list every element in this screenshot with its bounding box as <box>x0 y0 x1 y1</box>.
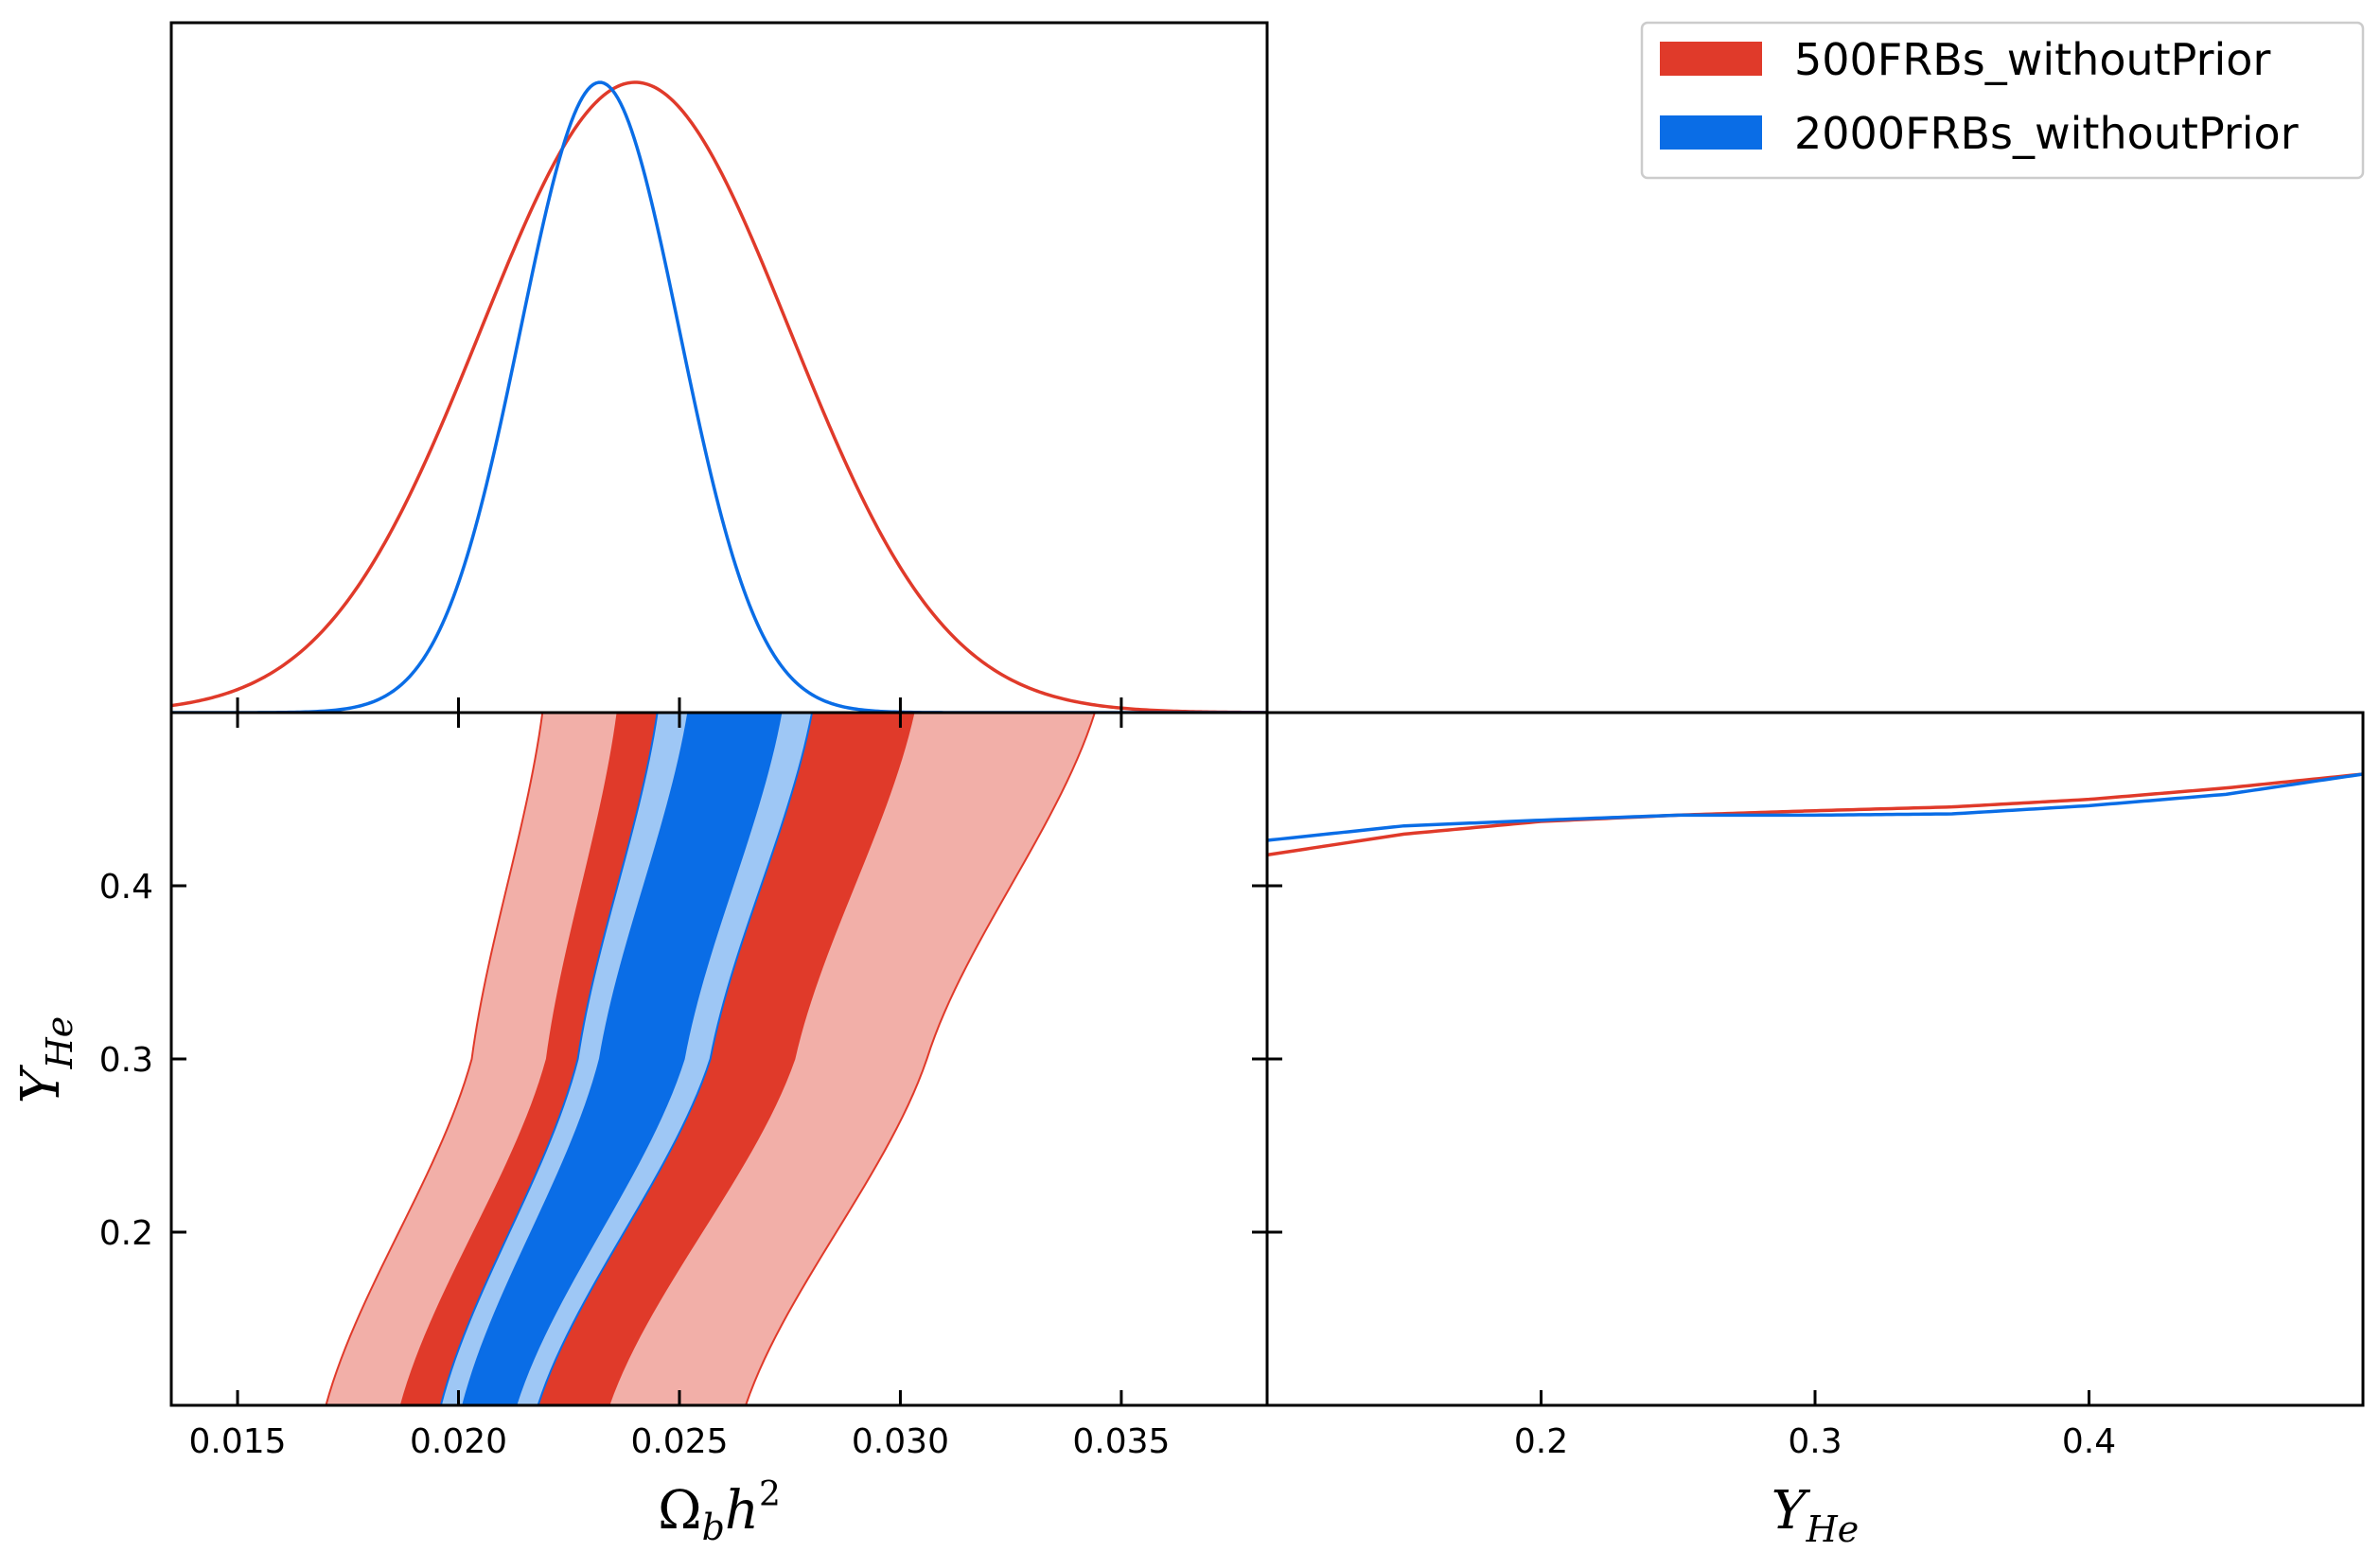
marginal-omega-500frb-curve <box>171 80 1267 713</box>
yhe-left-axis-label: YHe <box>10 1016 80 1104</box>
legend-swatch-2000frb <box>1660 115 1762 150</box>
omega-axis-ticks <box>236 713 1123 1405</box>
omega-tick-label: 0.025 <box>630 1422 728 1461</box>
yhe-bottom-axis-label: YHe <box>1772 1480 1860 1550</box>
yhe-left-axis-ticks <box>171 884 1282 1234</box>
marginal-yhe-panel <box>1265 711 2365 1407</box>
legend: 500FRBs_withoutPrior 2000FRBs_withoutPri… <box>1640 21 2365 180</box>
marginal-yhe-2000frb-curve <box>1267 772 2363 842</box>
marginal-omega-panel <box>169 21 1269 714</box>
omega-tick-labels: 0.015 0.020 0.025 0.030 0.035 <box>189 1422 1171 1461</box>
omega-tick-label: 0.035 <box>1072 1422 1170 1461</box>
yhe-left-tick-label: 0.2 <box>99 1214 153 1253</box>
marginal-omega-frame <box>169 21 1269 714</box>
marginal-omega-2000frb-curve <box>171 80 1267 713</box>
omega-tick-label: 0.015 <box>189 1422 287 1461</box>
contour-2000frb-68-band <box>462 713 783 1405</box>
contour-panel <box>169 711 1269 1407</box>
yhe-left-tick-labels: 0.2 0.3 0.4 <box>99 868 153 1253</box>
yhe-left-tick-label: 0.3 <box>99 1041 153 1080</box>
marginal-yhe-500frb-curve <box>1267 772 2363 857</box>
yhe-bottom-tick-label: 0.3 <box>1788 1422 1842 1461</box>
omega-tick-label: 0.030 <box>852 1422 949 1461</box>
yhe-left-tick-label: 0.4 <box>99 868 153 907</box>
yhe-bottom-axis-ticks <box>1540 1390 2090 1405</box>
marginal-omega-ticks <box>236 697 1123 713</box>
omega-axis-label: Ωbh2 <box>658 1475 781 1548</box>
yhe-bottom-tick-label: 0.2 <box>1514 1422 1568 1461</box>
legend-box <box>1640 21 2365 180</box>
legend-label-500frb: 500FRBs_withoutPrior <box>1794 34 2270 85</box>
yhe-bottom-tick-label: 0.4 <box>2062 1422 2116 1461</box>
omega-tick-label: 0.020 <box>410 1422 507 1461</box>
legend-label-2000frb: 2000FRBs_withoutPrior <box>1794 108 2299 159</box>
yhe-bottom-tick-labels: 0.2 0.3 0.4 <box>1514 1422 2116 1461</box>
legend-swatch-500frb <box>1660 42 1762 76</box>
